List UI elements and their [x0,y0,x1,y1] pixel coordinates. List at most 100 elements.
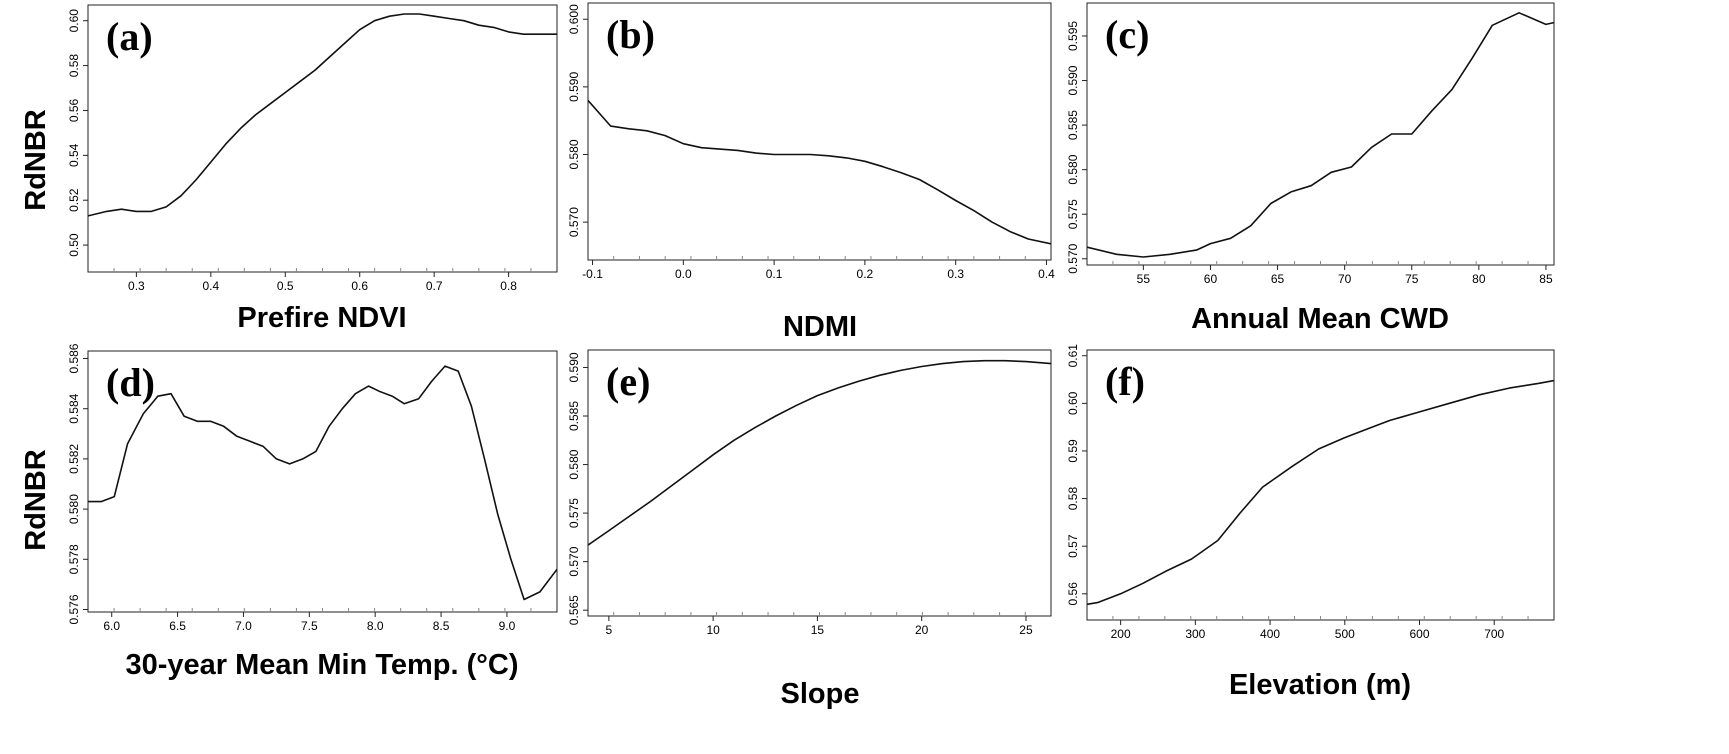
panel-a-xtick-label: 0.3 [128,279,145,293]
panels-group: 0.3 0.4 0.5 0.6 0.7 0.8 0.50 0.52 0.54 0.56 0.58 0.… [67,2,1555,710]
panel-e-ytick-label: 0.565 [567,595,581,625]
panel-e-xtick-label: 15 [811,623,825,637]
panel-f-frame [1086,349,1555,621]
panel-c-label: (c) [1105,12,1149,57]
panel-a-ytick-label: 0.54 [67,143,81,167]
panel-c-ytick-label: 0.595 [1066,21,1080,51]
panel-d-ytick-label: 0.586 [67,343,81,373]
panel-b-ytick-label: 0.580 [567,139,581,169]
panel-e-xtick-label: 5 [606,623,613,637]
panel-f-ytick-label: 0.58 [1066,487,1080,511]
panel-f-xtick-label: 700 [1484,627,1504,641]
panel-f-label: (f) [1105,359,1145,404]
panel-c-xtick-label: 60 [1204,272,1218,286]
panel-f-xtick-label: 200 [1111,627,1131,641]
panel-a-ytick-label: 0.50 [67,233,81,257]
panel-f-xtick-label: 500 [1335,627,1355,641]
panel-a-xtick-label: 0.4 [202,279,219,293]
panel-d-xtick-label: 8.0 [367,619,384,633]
panel-a-ytick-label: 0.52 [67,188,81,212]
panel-c-xtick-label: 70 [1338,272,1352,286]
panel-b-frame [587,2,1052,261]
panel-f-ytick-label: 0.57 [1066,534,1080,558]
panel-f: 200 300 400 500 600 700 0.56 0.57 0.58 0.59 0.60 0.… [1066,344,1555,701]
panel-a-ytick-label: 0.56 [67,98,81,122]
panel-c-xlabel: Annual Mean CWD [1191,303,1449,335]
panel-d-label: (d) [106,360,155,405]
panel-e: 5 10 15 20 25 0.565 0.570 0.575 0.580 0.585 0.590 (… [567,349,1052,710]
panel-b-xtick-label: 0.0 [675,267,692,281]
panel-e-series-line [588,359,1051,546]
panel-f-series-line [1087,379,1554,606]
panel-d-ytick-label: 0.578 [67,544,81,574]
panel-f-ytick-label: 0.59 [1066,439,1080,463]
panel-d-xtick-label: 9.0 [499,619,516,633]
panel-c-xtick-label: 65 [1271,272,1285,286]
panel-a-label: (a) [106,14,153,59]
panel-f-xtick-label: 600 [1409,627,1429,641]
panel-e-ytick-label: 0.570 [567,546,581,576]
panel-f-xtick-label: 400 [1260,627,1280,641]
panel-d: 6.0 6.5 7.0 7.5 8.0 8.5 9.0 0.576 0.578 0.580 0.58… [67,343,558,681]
panel-a-xtick-label: 0.5 [277,279,294,293]
panel-f-ytick-label: 0.60 [1066,391,1080,415]
panel-b-xtick-label: 0.2 [857,267,874,281]
panel-c-xtick-label: 85 [1539,272,1553,286]
panel-e-frame [587,349,1052,617]
panel-a-series-line [88,13,557,217]
panel-a-xtick-label: 0.6 [351,279,368,293]
panel-d-series-line [88,365,557,601]
panel-c-ytick-label: 0.580 [1066,154,1080,184]
panel-c-xtick-label: 75 [1405,272,1419,286]
panel-c-xtick-label: 80 [1472,272,1486,286]
panel-c-ytick-label: 0.585 [1066,110,1080,140]
panel-f-xtick-label: 300 [1185,627,1205,641]
panel-c-frame [1086,2,1555,266]
panel-d-ytick-label: 0.580 [67,494,81,524]
panel-a-ytick-label: 0.60 [67,9,81,33]
panel-b-label: (b) [606,12,655,57]
panel-a-frame [87,4,558,273]
panel-d-xlabel: 30-year Mean Min Temp. (°C) [126,649,519,681]
panel-e-xtick-label: 25 [1019,623,1033,637]
panel-d-frame [87,350,558,613]
panel-a-xtick-label: 0.8 [500,279,517,293]
panel-e-ytick-label: 0.580 [567,449,581,479]
panel-d-ytick-label: 0.584 [67,393,81,423]
panel-d-xtick-label: 6.0 [103,619,120,633]
panel-b: -0.1 0.0 0.1 0.2 0.3 0.4 0.570 0.580 0.590 0.600 (… [567,2,1055,343]
panel-c-ytick-label: 0.590 [1066,65,1080,95]
panel-a-xlabel: Prefire NDVI [237,302,406,334]
panel-f-xlabel: Elevation (m) [1229,669,1411,701]
panel-b-xtick-label: 0.4 [1038,267,1055,281]
panel-d-ytick-label: 0.582 [67,444,81,474]
panel-b-xtick-label: -0.1 [582,267,603,281]
panel-b-ytick-label: 0.600 [567,4,581,34]
panel-b-xtick-label: 0.3 [947,267,964,281]
panel-b-series-line [588,99,1051,245]
panel-c-ytick-label: 0.575 [1066,199,1080,229]
panel-c: 55 60 65 70 75 80 85 0.570 0.575 0.580 0.585 0.590 0… [1066,2,1555,335]
panel-c-series-line [1087,12,1554,258]
panel-e-label: (e) [606,359,650,404]
panel-b-xlabel: NDMI [783,311,857,343]
panel-d-xtick-label: 6.5 [169,619,186,633]
panel-e-ytick-label: 0.585 [567,401,581,431]
panel-a: 0.3 0.4 0.5 0.6 0.7 0.8 0.50 0.52 0.54 0.56 0.58 0.… [67,4,558,334]
panel-f-ytick-label: 0.61 [1066,344,1080,368]
panel-f-ytick-label: 0.56 [1066,582,1080,606]
panel-b-xtick-label: 0.1 [766,267,783,281]
panel-e-xlabel: Slope [781,678,860,710]
panel-d-xtick-label: 8.5 [433,619,450,633]
panel-e-xtick-label: 20 [915,623,929,637]
panel-e-ytick-label: 0.590 [567,352,581,382]
panel-e-xtick-label: 10 [706,623,720,637]
panel-d-xtick-label: 7.0 [235,619,252,633]
panel-b-ytick-label: 0.570 [567,207,581,237]
panel-e-ytick-label: 0.575 [567,498,581,528]
panel-b-ytick-label: 0.590 [567,72,581,102]
panel-d-ytick-label: 0.576 [67,594,81,624]
panel-a-ytick-label: 0.58 [67,54,81,78]
ylabel-top-row: RdNBR [20,109,52,211]
